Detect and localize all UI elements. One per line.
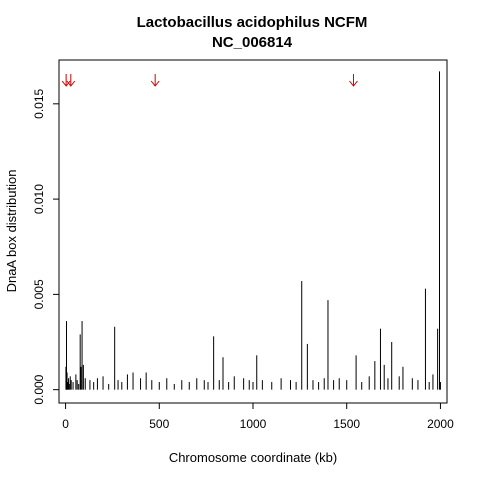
y-tick-label: 0.005: [32, 279, 46, 309]
down-arrow-icon: [349, 74, 358, 87]
chart-title: Lactobacillus acidophilus NCFM: [137, 14, 368, 31]
x-axis: 0 500 1000 1500 2000: [62, 402, 454, 431]
y-tick-label: 0.000: [32, 374, 46, 404]
y-tick-label: 0.015: [32, 88, 46, 118]
x-tick-label: 0: [62, 417, 69, 431]
y-tick-label: 0.010: [32, 184, 46, 214]
down-arrow-icon: [61, 74, 71, 87]
y-axis: 0.000 0.005 0.010 0.015: [32, 88, 59, 405]
x-tick-label: 500: [149, 417, 169, 431]
down-arrow-icon: [150, 74, 160, 87]
arrow-markers: [61, 74, 358, 87]
down-arrow-icon: [66, 74, 76, 87]
y-axis-label: DnaA box distribution: [4, 170, 19, 293]
x-tick-label: 1500: [333, 417, 360, 431]
x-tick-label: 2000: [427, 417, 454, 431]
chart-subtitle: NC_006814: [212, 34, 293, 51]
x-axis-label: Chromosome coordinate (kb): [169, 450, 337, 465]
spike-series: [65, 71, 441, 390]
arrow-head: [150, 80, 160, 87]
arrow-head: [61, 80, 71, 87]
plot-frame: [58, 59, 448, 404]
arrow-head: [349, 80, 358, 87]
x-tick-label: 1000: [240, 417, 267, 431]
arrow-head: [66, 80, 76, 87]
